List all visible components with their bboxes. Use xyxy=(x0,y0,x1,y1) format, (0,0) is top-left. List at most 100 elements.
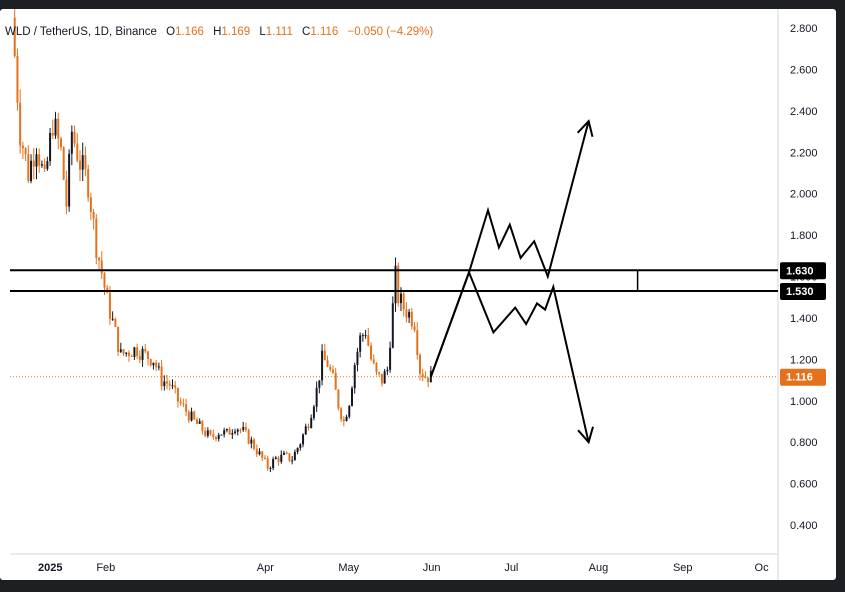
candle-body xyxy=(16,55,19,103)
x-tick-label: Jul xyxy=(504,562,518,574)
candle-body xyxy=(87,168,90,198)
candle-body xyxy=(280,454,283,462)
candle-body xyxy=(378,372,381,374)
candle-body xyxy=(79,160,81,170)
candle-body xyxy=(119,349,122,352)
candle-body xyxy=(370,345,373,360)
candle-body xyxy=(364,335,367,337)
candle-body xyxy=(187,411,190,421)
open-label: O xyxy=(166,26,176,38)
price-chart[interactable]: 2.8002.6002.4002.2002.0001.8001.6001.400… xyxy=(0,9,836,580)
candle-body xyxy=(24,148,27,155)
low-value: 1.111 xyxy=(265,26,293,38)
high-value: 1.169 xyxy=(221,26,251,38)
candle-body xyxy=(329,366,332,370)
candle-body xyxy=(62,147,65,180)
candle-body xyxy=(285,452,288,454)
candle-body xyxy=(386,369,389,372)
candle-body xyxy=(402,293,405,310)
candle-body xyxy=(92,212,95,219)
candle-body xyxy=(342,419,345,422)
candle-body xyxy=(89,197,92,213)
candle-body xyxy=(293,451,296,461)
candle-body xyxy=(32,160,35,167)
candle-body xyxy=(394,265,397,304)
x-tick-label: Feb xyxy=(96,562,115,574)
candle-body xyxy=(231,433,234,435)
candle-body xyxy=(111,318,114,320)
candle-body xyxy=(157,366,160,368)
candle-body xyxy=(114,318,117,327)
low-label: L xyxy=(259,26,266,38)
candle-body xyxy=(204,431,207,436)
high-label: H xyxy=(213,26,222,38)
candle-body xyxy=(269,468,272,470)
level-badge-1630-bg xyxy=(780,262,826,280)
candle-body xyxy=(138,356,141,360)
candle-body xyxy=(217,434,220,439)
candle-body xyxy=(288,453,291,461)
candle-body xyxy=(84,155,87,169)
candle-body xyxy=(223,430,226,435)
candle-body xyxy=(212,434,215,437)
candle-body xyxy=(283,452,285,455)
candle-body xyxy=(391,303,394,348)
candle-body xyxy=(179,401,182,404)
candle-body xyxy=(195,419,198,424)
bearish-arrow-head xyxy=(577,426,594,445)
candle-body xyxy=(315,387,318,407)
candle-body xyxy=(155,362,158,368)
candle-body xyxy=(168,383,171,386)
candle-body xyxy=(38,154,41,166)
candle-body xyxy=(174,385,177,388)
close-label: C xyxy=(302,26,311,38)
candle-body xyxy=(21,145,24,149)
candle-body xyxy=(136,347,139,357)
open-value: 1.166 xyxy=(175,26,204,38)
candle-body xyxy=(147,351,149,360)
candle-body xyxy=(416,330,419,355)
candle-body xyxy=(421,373,424,378)
last-price-badge: 1.116 xyxy=(786,372,813,384)
level-badge-1630: 1.630 xyxy=(786,265,814,277)
y-tick-label: 1.200 xyxy=(790,354,818,366)
candle-body xyxy=(215,436,217,439)
candle-body xyxy=(166,381,169,384)
candle-body xyxy=(108,292,111,319)
candle-body xyxy=(261,451,264,458)
candle-body xyxy=(274,457,277,460)
candle-body xyxy=(375,362,378,373)
candle-body xyxy=(405,309,408,318)
candle-body xyxy=(410,311,413,327)
candle-body xyxy=(182,403,185,405)
candle-body xyxy=(70,131,73,154)
candle-body xyxy=(427,377,430,383)
y-tick-label: 1.800 xyxy=(790,230,818,242)
candle-body xyxy=(76,143,79,161)
candle-body xyxy=(304,426,307,435)
x-tick-label: Jun xyxy=(423,562,441,574)
candle-body xyxy=(171,385,174,387)
candle-body xyxy=(201,421,204,432)
candle-body xyxy=(190,411,193,421)
candle-body xyxy=(59,138,62,148)
candle-body xyxy=(130,355,133,357)
candle-body xyxy=(95,218,98,258)
chart-panel[interactable]: 2.8002.6002.4002.2002.0001.8001.6001.400… xyxy=(0,9,836,580)
candle-body xyxy=(340,408,343,420)
candle-body xyxy=(397,265,400,304)
candle-body xyxy=(356,351,359,365)
y-tick-label: 2.600 xyxy=(790,64,818,76)
candle-body xyxy=(345,416,348,422)
candle-body xyxy=(225,429,228,431)
candle-body xyxy=(296,448,299,452)
candle-body xyxy=(117,326,120,352)
symbol-label[interactable]: WLD / TetherUS, 1D, Binance xyxy=(5,26,157,38)
candle-body xyxy=(185,404,188,412)
candle-body xyxy=(236,429,239,432)
candle-body xyxy=(13,17,16,56)
x-tick-label: 2025 xyxy=(38,562,62,574)
level-badge-1530-bg xyxy=(780,282,826,300)
bearish-projection xyxy=(429,269,590,443)
